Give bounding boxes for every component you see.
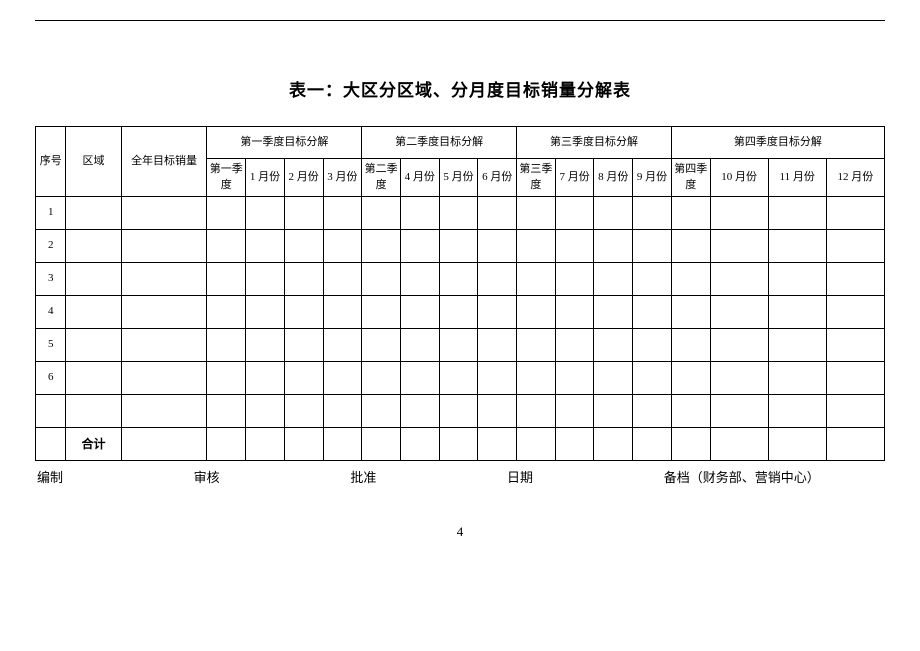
th-m11: 11 月份 (768, 159, 826, 197)
th-q1s: 第一季度 (207, 159, 246, 197)
th-m12: 12 月份 (826, 159, 884, 197)
th-m6: 6 月份 (478, 159, 517, 197)
th-m5: 5 月份 (439, 159, 478, 197)
th-seq: 序号 (36, 127, 66, 197)
page-title: 表一：大区分区域、分月度目标销量分解表 (35, 76, 885, 101)
top-rule (35, 20, 885, 21)
cell-seq: 1 (36, 197, 66, 230)
th-q1: 第一季度目标分解 (207, 127, 362, 159)
th-m4: 4 月份 (400, 159, 439, 197)
table-row: 1 (36, 197, 885, 230)
cell-seq: 3 (36, 263, 66, 296)
th-q4: 第四季度目标分解 (671, 127, 884, 159)
table-body: 1 2 3 4 5 6 合计 (36, 197, 885, 461)
th-q4s: 第四季度 (671, 159, 710, 197)
cell-seq: 6 (36, 362, 66, 395)
th-m10: 10 月份 (710, 159, 768, 197)
footer-date: 日期 (507, 467, 664, 486)
footer-approve: 批准 (350, 467, 507, 486)
page-number: 4 (35, 524, 885, 540)
cell-seq: 5 (36, 329, 66, 362)
target-table: 序号 区域 全年目标销量 第一季度目标分解 第二季度目标分解 第三季度目标分解 … (35, 126, 885, 461)
table-row: 3 (36, 263, 885, 296)
table-row: 6 (36, 362, 885, 395)
cell-total-label: 合计 (66, 428, 121, 461)
th-q3: 第三季度目标分解 (517, 127, 672, 159)
th-m1: 1 月份 (246, 159, 285, 197)
th-m2: 2 月份 (284, 159, 323, 197)
th-m9: 9 月份 (633, 159, 672, 197)
table-row-blank (36, 395, 885, 428)
th-m3: 3 月份 (323, 159, 362, 197)
footer-compile: 编制 (37, 467, 194, 486)
cell-seq: 4 (36, 296, 66, 329)
table-row: 4 (36, 296, 885, 329)
footer-line: 编制 审核 批准 日期 备档（财务部、营销中心） (35, 467, 885, 486)
th-annual: 全年目标销量 (121, 127, 207, 197)
th-m7: 7 月份 (555, 159, 594, 197)
footer-review: 审核 (194, 467, 351, 486)
th-q2s: 第二季度 (362, 159, 401, 197)
th-m8: 8 月份 (594, 159, 633, 197)
th-q3s: 第三季度 (517, 159, 556, 197)
th-q2: 第二季度目标分解 (362, 127, 517, 159)
table-row-total: 合计 (36, 428, 885, 461)
table-row: 2 (36, 230, 885, 263)
th-region: 区域 (66, 127, 121, 197)
table-row: 5 (36, 329, 885, 362)
footer-archive: 备档（财务部、营销中心） (664, 467, 883, 486)
cell-seq: 2 (36, 230, 66, 263)
